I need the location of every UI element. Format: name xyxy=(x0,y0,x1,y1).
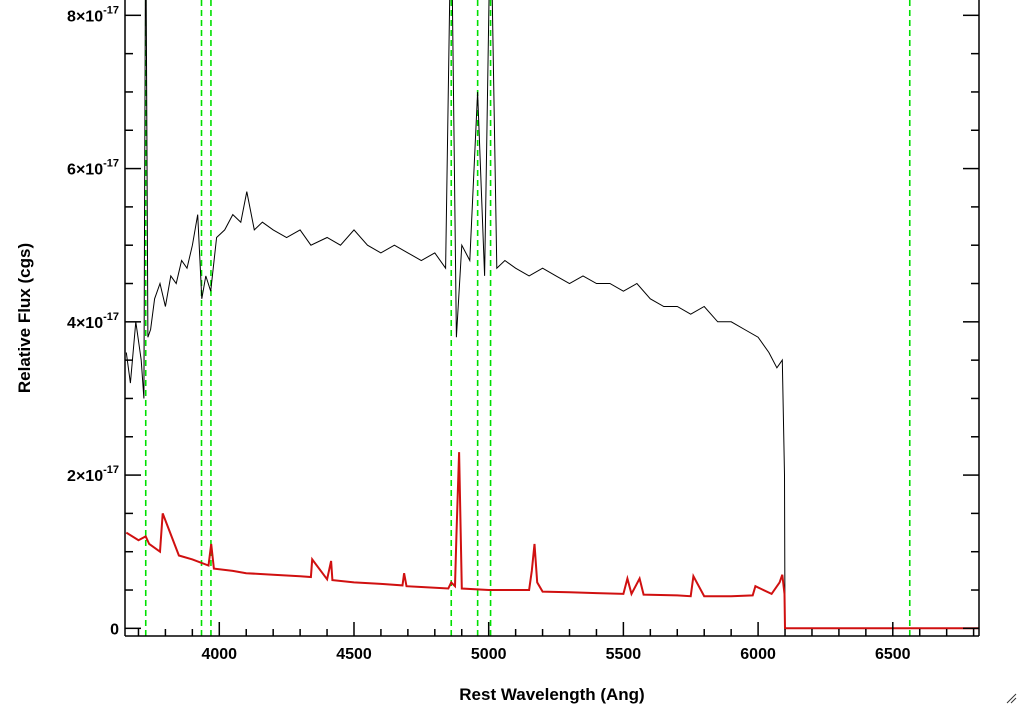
series-layer xyxy=(125,0,979,630)
x-axis-title: Rest Wavelength (Ang) xyxy=(459,685,644,704)
x-tick-label: 6000 xyxy=(740,646,776,663)
y-tick-label: 0 xyxy=(110,621,119,638)
x-tick-label: 5000 xyxy=(471,646,507,663)
y-tick-label: 2×10-17 xyxy=(67,464,119,485)
resize-grip-icon[interactable] xyxy=(1005,692,1017,704)
model-spectrum-line xyxy=(125,452,979,630)
axes xyxy=(124,0,980,637)
emission-line-markers xyxy=(144,0,911,636)
x-tick-label: 6500 xyxy=(875,646,911,663)
y-axis-title: Relative Flux (cgs) xyxy=(15,243,34,393)
ticks xyxy=(125,14,979,636)
x-tick-label: 4500 xyxy=(336,646,372,663)
x-tick-label: 5500 xyxy=(606,646,642,663)
observed-spectrum-line xyxy=(125,0,979,629)
x-tick-label: 4000 xyxy=(201,646,237,663)
tick-labels: 4000 4500 5000 5500 6000 6500 0 2×10-17 4×10-17 6… xyxy=(67,4,911,663)
y-tick-label: 4×10-17 xyxy=(67,311,119,332)
y-tick-label: 8×10-17 xyxy=(67,4,119,25)
y-tick-label: 6×10-17 xyxy=(67,158,119,179)
